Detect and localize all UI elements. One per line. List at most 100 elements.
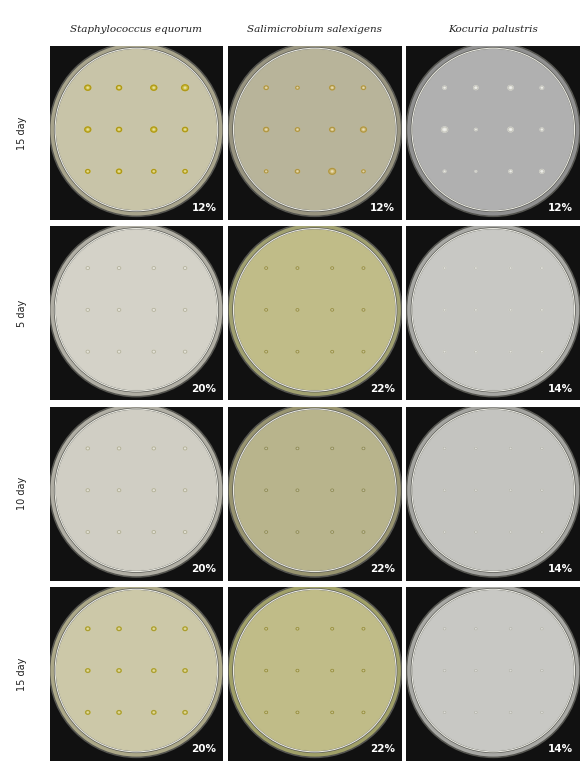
Ellipse shape [117, 447, 121, 450]
Ellipse shape [117, 489, 121, 492]
Ellipse shape [443, 309, 446, 311]
Ellipse shape [265, 448, 268, 450]
Ellipse shape [50, 223, 223, 397]
Ellipse shape [152, 170, 156, 173]
Ellipse shape [331, 129, 333, 130]
Ellipse shape [510, 87, 511, 89]
Ellipse shape [86, 489, 90, 492]
Ellipse shape [152, 711, 156, 715]
Ellipse shape [329, 168, 336, 174]
Ellipse shape [183, 308, 187, 311]
Ellipse shape [118, 670, 120, 671]
Ellipse shape [360, 127, 367, 132]
Ellipse shape [117, 669, 121, 672]
Ellipse shape [86, 308, 90, 311]
Ellipse shape [228, 403, 402, 577]
Ellipse shape [329, 127, 335, 132]
Ellipse shape [540, 627, 543, 630]
Ellipse shape [413, 230, 573, 390]
Ellipse shape [184, 171, 186, 172]
Ellipse shape [50, 584, 223, 757]
Ellipse shape [443, 489, 446, 491]
Text: 14%: 14% [548, 564, 573, 574]
Ellipse shape [117, 711, 121, 715]
Text: 5 day: 5 day [17, 300, 27, 327]
Ellipse shape [153, 129, 154, 130]
Ellipse shape [264, 86, 268, 90]
Ellipse shape [86, 711, 90, 715]
Ellipse shape [540, 669, 543, 672]
Ellipse shape [183, 711, 187, 715]
Text: 22%: 22% [370, 383, 395, 393]
Ellipse shape [118, 171, 120, 172]
Ellipse shape [540, 350, 543, 353]
Ellipse shape [441, 127, 448, 132]
Ellipse shape [331, 489, 333, 491]
Ellipse shape [510, 711, 512, 714]
Ellipse shape [87, 129, 89, 130]
Ellipse shape [183, 669, 187, 672]
Ellipse shape [152, 447, 156, 450]
Ellipse shape [362, 711, 365, 714]
Ellipse shape [331, 669, 333, 672]
Ellipse shape [118, 628, 120, 630]
Ellipse shape [295, 170, 300, 173]
Ellipse shape [510, 350, 512, 353]
Ellipse shape [87, 171, 89, 172]
Ellipse shape [86, 531, 90, 533]
Ellipse shape [443, 267, 446, 269]
Ellipse shape [443, 350, 446, 353]
Ellipse shape [362, 531, 365, 533]
Ellipse shape [296, 267, 298, 269]
Ellipse shape [443, 669, 446, 672]
Ellipse shape [406, 223, 580, 397]
Ellipse shape [510, 171, 511, 172]
Ellipse shape [152, 308, 156, 311]
Ellipse shape [540, 448, 543, 450]
Ellipse shape [87, 87, 89, 89]
Ellipse shape [296, 350, 298, 353]
Ellipse shape [329, 86, 335, 90]
Ellipse shape [444, 129, 445, 130]
Ellipse shape [265, 129, 267, 130]
Ellipse shape [508, 127, 513, 132]
Ellipse shape [184, 628, 186, 630]
Text: Kocuria palustris: Kocuria palustris [448, 24, 538, 34]
Text: 12%: 12% [548, 203, 573, 213]
Ellipse shape [265, 267, 268, 269]
Text: 22%: 22% [370, 564, 395, 574]
Ellipse shape [184, 129, 186, 130]
Text: 15 day: 15 day [17, 657, 27, 691]
Ellipse shape [183, 350, 187, 353]
Ellipse shape [296, 627, 298, 630]
Ellipse shape [117, 127, 122, 132]
Ellipse shape [363, 171, 364, 172]
Ellipse shape [331, 171, 333, 172]
Text: Salimicrobium salexigens: Salimicrobium salexigens [247, 24, 382, 34]
Ellipse shape [86, 627, 90, 630]
Ellipse shape [87, 670, 89, 671]
Ellipse shape [331, 350, 333, 353]
Ellipse shape [413, 50, 573, 210]
Ellipse shape [296, 309, 298, 311]
Ellipse shape [362, 309, 365, 311]
Ellipse shape [265, 170, 268, 173]
Ellipse shape [265, 87, 267, 88]
Ellipse shape [118, 268, 120, 269]
Ellipse shape [296, 86, 299, 90]
Ellipse shape [510, 309, 512, 311]
Ellipse shape [152, 531, 156, 533]
Ellipse shape [181, 85, 188, 91]
Ellipse shape [510, 669, 512, 672]
Ellipse shape [363, 129, 364, 130]
Ellipse shape [361, 86, 366, 90]
Ellipse shape [362, 627, 365, 630]
Ellipse shape [228, 584, 402, 757]
Ellipse shape [541, 171, 543, 172]
Ellipse shape [443, 86, 447, 90]
Ellipse shape [153, 310, 154, 311]
Text: 14%: 14% [548, 744, 573, 754]
Ellipse shape [265, 669, 268, 672]
Ellipse shape [475, 489, 477, 491]
Text: 20%: 20% [191, 744, 216, 754]
